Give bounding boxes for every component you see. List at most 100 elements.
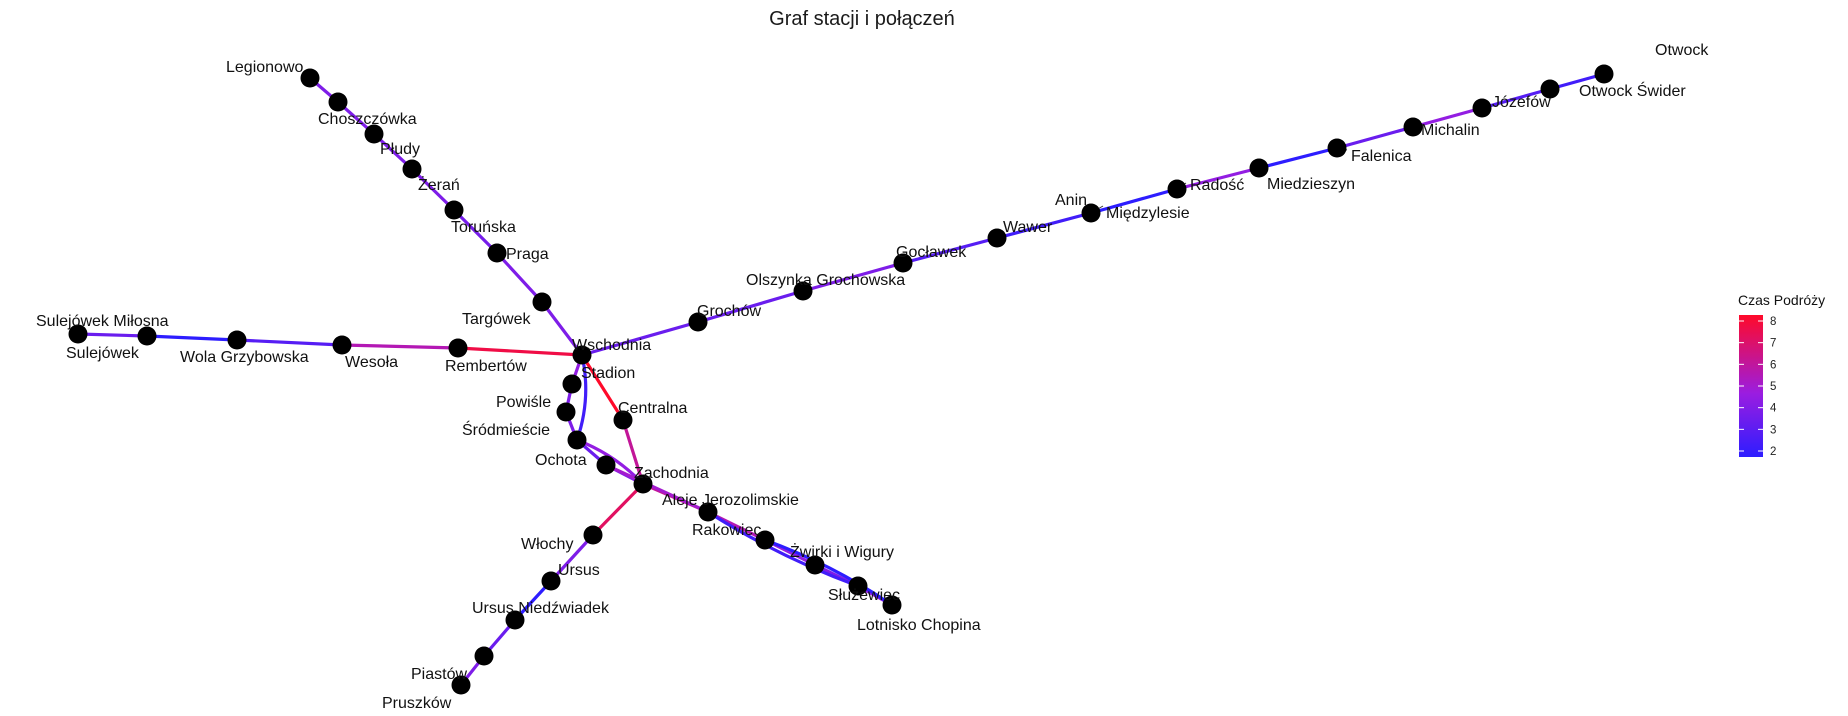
edge-grochow-olszynka bbox=[696, 289, 805, 324]
edge-rakowiec-lotnisko bbox=[763, 538, 894, 607]
legend-tick-label: 8 bbox=[1770, 316, 1776, 328]
edge-sulejowek_m-sulejowek bbox=[76, 332, 149, 338]
edge-wschodnia-grochow bbox=[580, 320, 700, 357]
node-label-ursus: Ursus bbox=[558, 562, 600, 579]
legend-ticks: 8 7 6 5 4 3 2 bbox=[1739, 316, 1777, 458]
node-torunska bbox=[444, 200, 464, 220]
node-label-radosc: Radość bbox=[1190, 177, 1244, 194]
node-label-powisle: Powiśle bbox=[496, 394, 551, 411]
node-falenica bbox=[1327, 138, 1347, 158]
edge-ochota-aleje bbox=[604, 463, 710, 514]
node-label-anin: Anin bbox=[1055, 192, 1087, 209]
node-lotnisko bbox=[882, 595, 902, 615]
color-legend: Czas Podróży 8 7 6 5 4 3 2 bbox=[1738, 292, 1825, 458]
node-ursus_n bbox=[505, 610, 525, 630]
node-label-sluzewiec: Służewiec bbox=[828, 587, 900, 604]
node-otwock_swider bbox=[1540, 79, 1560, 99]
legend-tick-label: 7 bbox=[1770, 338, 1776, 350]
node-wawer bbox=[987, 228, 1007, 248]
node-label-zachodnia: Zachodnia bbox=[634, 465, 709, 482]
node-radosc bbox=[1167, 179, 1187, 199]
nodes-layer bbox=[68, 64, 1614, 695]
legend-tick-label: 3 bbox=[1770, 424, 1776, 436]
node-anin bbox=[1081, 203, 1101, 223]
node-targowek bbox=[532, 292, 552, 312]
node-label-wola_g: Wola Grzybowska bbox=[180, 349, 309, 366]
node-label-grochow: Grochów bbox=[697, 303, 761, 320]
edge-rembertow-wesola bbox=[340, 343, 460, 350]
node-aleje bbox=[698, 502, 718, 522]
node-label-stadion: Stadion bbox=[581, 365, 635, 382]
node-label-praga: Praga bbox=[506, 246, 549, 263]
node-label-jozefow: Józefów bbox=[1492, 94, 1551, 111]
edge-zeran-torunska bbox=[410, 167, 456, 212]
node-label-srodmiescie: Śródmieście bbox=[462, 420, 550, 439]
node-michalin bbox=[1403, 117, 1423, 137]
node-label-wawer: Wawer bbox=[1003, 219, 1053, 236]
legend-tick-label: 6 bbox=[1770, 359, 1776, 371]
node-label-rembertow: Rembertów bbox=[445, 358, 527, 375]
node-ochota bbox=[596, 455, 616, 475]
graph-title: Graf stacji i połączeń bbox=[769, 8, 955, 30]
edge-wesola-wola_g bbox=[235, 338, 344, 347]
node-zwirki bbox=[805, 555, 825, 575]
node-centralna bbox=[613, 410, 633, 430]
node-label-rakowiec: Rakowiec bbox=[692, 522, 761, 539]
node-label-legionowo: Legionowo bbox=[226, 59, 304, 76]
edge-aleje-sluzewiec bbox=[706, 510, 860, 588]
labels-layer: Legionowo Choszczówka Płudy Żerań Toruńska Pr… bbox=[36, 42, 1709, 712]
node-otwock bbox=[1594, 64, 1614, 84]
node-powisle bbox=[556, 402, 576, 422]
legend-tick-label: 4 bbox=[1770, 403, 1777, 415]
edge-goclawek-wawer bbox=[901, 236, 999, 265]
node-label-goclawek: Gocławek bbox=[896, 244, 967, 261]
edge-jozefow-otwock_swider bbox=[1480, 87, 1552, 110]
node-label-zwirki: Żwirki i Wigury bbox=[790, 542, 894, 561]
node-piastow bbox=[474, 646, 494, 666]
node-label-sulejowek: Sulejówek bbox=[66, 345, 140, 362]
edge-anin-radosc bbox=[1089, 187, 1179, 215]
node-rakowiec bbox=[755, 530, 775, 550]
node-olszynka bbox=[793, 281, 813, 301]
node-miedzieszyn bbox=[1249, 158, 1269, 178]
node-wesola bbox=[332, 335, 352, 355]
node-zeran bbox=[402, 159, 422, 179]
node-goclawek bbox=[893, 253, 913, 273]
node-legionowo bbox=[300, 68, 320, 88]
node-label-pruszkow: Pruszków bbox=[382, 695, 452, 712]
node-jozefow bbox=[1472, 98, 1492, 118]
node-srodmiescie bbox=[567, 430, 587, 450]
edge-wawer-anin bbox=[995, 211, 1093, 240]
edge-olszynka-goclawek bbox=[801, 261, 905, 293]
node-label-ursus_n: Ursus Niedźwiadek bbox=[472, 600, 610, 617]
edge-falenica-michalin bbox=[1335, 125, 1415, 150]
edge-miedzieszyn-falenica bbox=[1257, 146, 1339, 170]
node-rembertow bbox=[448, 338, 468, 358]
node-label-wlochy: Włochy bbox=[521, 536, 573, 553]
edge-wschodnia-centralna bbox=[580, 353, 625, 422]
node-stadion bbox=[562, 374, 582, 394]
edge-wlochy-ursus bbox=[549, 533, 595, 583]
edge-praga-targowek bbox=[495, 251, 544, 304]
edge-michalin-jozefow bbox=[1411, 106, 1484, 129]
node-label-miedzieszyn: Miedzieszyn bbox=[1267, 176, 1355, 193]
node-label-olszynka: Olszynka Grochowska bbox=[746, 272, 905, 289]
node-wlochy bbox=[583, 525, 603, 545]
node-label-wesola: Wesoła bbox=[345, 354, 398, 371]
node-label-centralna: Centralna bbox=[618, 400, 687, 417]
node-praga bbox=[487, 243, 507, 263]
legend-tick-label: 5 bbox=[1770, 381, 1776, 393]
node-wola_g bbox=[227, 330, 247, 350]
node-label-piastow: Piastów bbox=[411, 666, 467, 683]
node-pruszkow bbox=[451, 675, 471, 695]
node-label-lotnisko: Lotnisko Chopina bbox=[857, 617, 981, 634]
node-sulejowek_m bbox=[137, 326, 157, 346]
node-label-zeran: Żerań bbox=[418, 175, 460, 194]
node-label-falenica: Falenica bbox=[1351, 148, 1412, 165]
node-label-otwock: Otwock bbox=[1655, 42, 1709, 59]
node-zachodnia bbox=[633, 474, 653, 494]
node-pludy bbox=[364, 124, 384, 144]
node-label-miedzylesie: Międzylesie bbox=[1106, 205, 1190, 222]
legend-title: Czas Podróży bbox=[1738, 292, 1825, 308]
